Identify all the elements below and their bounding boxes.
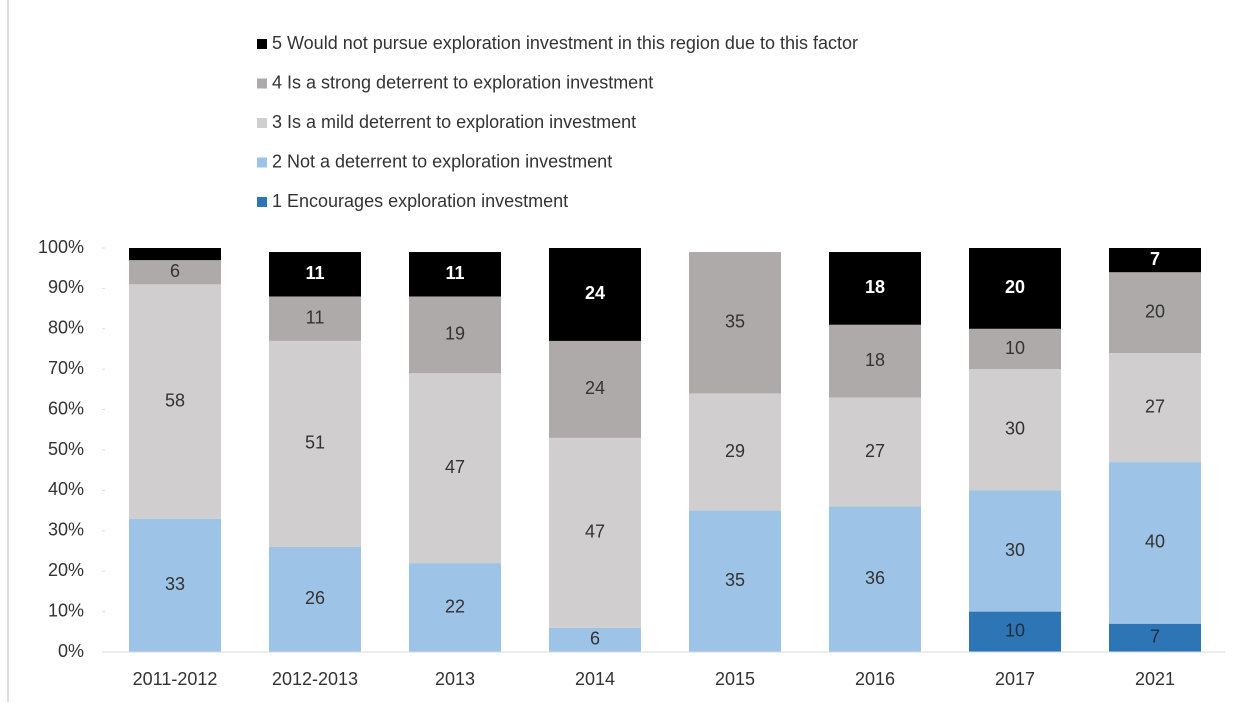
bar-segment [1109,248,1201,273]
bar-segment [549,248,641,341]
data-label: 6 [590,629,600,649]
legend-swatch [257,157,267,168]
x-tick-label: 2014 [575,669,615,689]
data-label: 10 [1005,338,1025,358]
y-tick-label: 90% [48,277,84,297]
data-label: 19 [445,324,465,344]
x-tick-label: 2021 [1135,669,1175,689]
data-label: 24 [585,378,605,398]
data-label: 18 [865,350,885,370]
data-label: 47 [585,522,605,542]
y-tick-label: 40% [48,479,84,499]
x-tick-label: 2015 [715,669,755,689]
bar-segment [829,252,921,325]
x-tick-label: 2017 [995,669,1035,689]
data-label: 22 [445,596,465,616]
bar-segment [409,252,501,297]
y-tick-label: 80% [48,318,84,338]
data-label: 11 [306,307,325,327]
bar-segment [549,627,641,652]
bar-segment [969,490,1061,612]
data-label: 7 [1150,249,1160,269]
data-label: 35 [725,311,745,331]
data-label: 20 [1005,277,1025,297]
legend-swatch [257,197,267,207]
legend-swatch [257,118,267,128]
data-label: 36 [865,568,885,588]
data-label: 51 [305,433,325,453]
data-label: 29 [725,441,745,461]
data-label: 47 [445,457,465,477]
bar-segment [1109,462,1201,624]
bar-segment [269,252,361,297]
bar-segment [269,296,361,341]
legend-swatch [257,39,267,49]
bar-segment [689,252,781,394]
y-tick-label: 0% [58,641,84,661]
legend-label: 1 Encourages exploration investment [272,191,568,211]
data-label: 11 [305,263,324,283]
bar-segment [1109,353,1201,463]
bar-segment [549,340,641,438]
data-label: 58 [165,390,185,410]
legend-swatch [257,78,267,89]
y-tick-label: 100% [38,237,84,257]
data-label: 27 [865,441,885,461]
x-tick-label: 2012-2013 [272,669,358,689]
bar-segment [689,393,781,511]
bar-segment [409,296,501,374]
y-tick-label: 30% [48,520,84,540]
data-label: 11 [445,263,464,283]
y-tick-label: 60% [48,398,84,418]
x-tick-label: 2016 [855,669,895,689]
bar-segment [549,437,641,628]
bar-segment [829,397,921,507]
data-label: 40 [1145,532,1165,552]
data-label: 24 [585,283,605,303]
y-tick-label: 50% [48,439,84,459]
bar-segment [129,260,221,285]
data-label: 7 [1150,627,1160,647]
data-label: 27 [1145,396,1165,416]
legend-label: 3 Is a mild deterrent to exploration inv… [272,112,636,132]
bar-segment [1109,272,1201,354]
bar-segment [969,248,1061,329]
bar-segment [129,284,221,519]
legend-label: 4 Is a strong deterrent to exploration i… [272,72,653,92]
bar-segment [269,340,361,547]
bar-segment [1109,623,1201,652]
data-label: 18 [865,277,885,297]
bar-segment [269,546,361,652]
data-label: 20 [1145,301,1165,321]
data-label: 26 [305,588,325,608]
data-label: 6 [170,261,180,281]
bar-segment [969,611,1061,652]
legend-label: 2 Not a deterrent to exploration investm… [272,151,612,171]
data-label: 30 [1005,540,1025,560]
x-tick-label: 2013 [435,669,475,689]
bar-segment [409,373,501,564]
bar-segment [409,563,501,652]
y-tick-label: 20% [48,560,84,580]
legend-label: 5 Would not pursue exploration investmen… [272,33,858,53]
bar-segment [129,248,221,261]
bar-segment [829,506,921,652]
data-label: 35 [725,570,745,590]
x-tick-label: 2011-2012 [133,669,218,689]
data-label: 10 [1005,621,1025,641]
bar-segment [689,510,781,652]
bar-segment [129,518,221,652]
bar-segment [969,328,1061,370]
data-label: 33 [165,574,185,594]
bar-segment [969,369,1061,491]
data-label: 30 [1005,419,1025,439]
y-tick-label: 70% [48,358,84,378]
y-tick-label: 10% [48,600,84,620]
bar-segment [829,324,921,398]
